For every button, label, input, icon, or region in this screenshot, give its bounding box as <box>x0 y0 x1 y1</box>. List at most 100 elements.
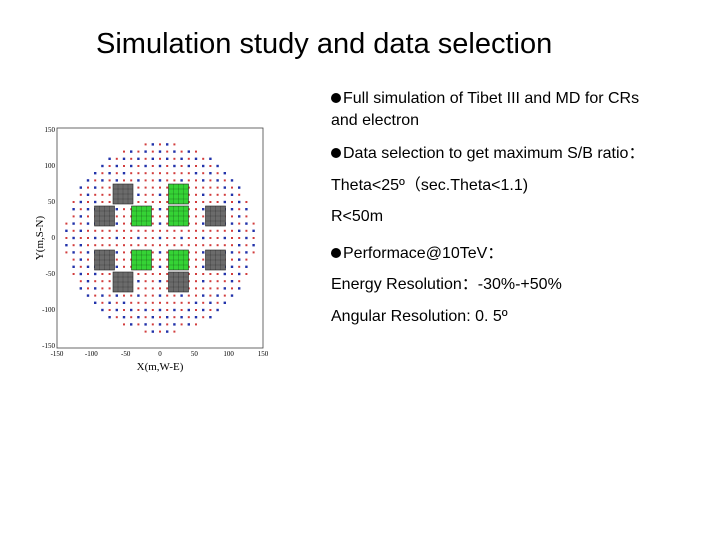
detector-dot <box>130 157 133 160</box>
detector-dot <box>166 193 169 196</box>
bullet-dot-icon <box>331 93 341 103</box>
muon-detector-pool <box>131 249 152 271</box>
detector-dot <box>115 301 118 304</box>
detector-dot <box>180 323 183 326</box>
detector-dot <box>230 265 234 268</box>
detector-dot <box>108 280 111 283</box>
detector-dot <box>79 208 82 211</box>
detector-dot <box>123 215 125 218</box>
detector-dot <box>144 294 147 297</box>
detector-dot <box>151 193 154 196</box>
detector-dot <box>216 201 219 203</box>
detector-dot <box>209 186 212 189</box>
detector-dot <box>94 272 97 276</box>
detector-dot <box>166 301 169 304</box>
detector-dot <box>166 316 169 319</box>
detector-dot <box>87 201 89 203</box>
detector-dot <box>223 172 226 175</box>
detector-dot <box>86 179 90 182</box>
detector-dot <box>202 280 205 283</box>
detector-dot <box>151 237 154 239</box>
detector-dot <box>180 229 183 232</box>
detector-dot <box>87 229 89 232</box>
detector-dot <box>123 294 125 297</box>
detector-dot <box>187 150 190 153</box>
detector-dot <box>101 172 104 175</box>
detector-dot <box>123 251 125 254</box>
detector-dot <box>180 301 183 304</box>
detector-dot <box>195 201 197 203</box>
y-axis-label: Y(m,S-N) <box>36 216 46 261</box>
detector-dot <box>144 186 147 189</box>
detector-dot <box>195 273 197 275</box>
detector-dot <box>144 143 147 146</box>
detector-dot <box>194 157 198 160</box>
detector-dot <box>151 215 154 218</box>
detector-dot <box>72 244 75 247</box>
detector-dot <box>130 251 133 254</box>
bullet-item-simulation: Full simulation of Tibet III and MD for … <box>331 88 716 132</box>
detector-dot <box>87 287 89 290</box>
detector-dot <box>187 273 190 275</box>
detector-dot <box>166 186 169 189</box>
detector-dot <box>202 236 205 240</box>
detector-dot <box>115 316 118 319</box>
detector-dot <box>108 172 111 175</box>
energy-resolution: Energy Resolution：-30%-+50% <box>331 274 716 296</box>
detector-dot <box>223 280 226 283</box>
detector-dot <box>87 215 89 218</box>
detector-dot <box>137 316 140 319</box>
detector-dot <box>94 244 97 247</box>
detector-dot <box>238 265 241 268</box>
detector-dot <box>158 294 162 297</box>
detector-dot <box>195 265 197 268</box>
detector-dot <box>108 273 111 275</box>
detector-dot <box>195 193 197 196</box>
detector-dot <box>238 287 241 290</box>
detector-dot <box>187 237 190 239</box>
x-axis-label: X(m,W-E) <box>137 361 184 373</box>
detector-dot <box>173 229 176 232</box>
detector-dot <box>195 222 197 225</box>
detector-dot <box>166 179 169 182</box>
detector-dot <box>202 208 205 211</box>
muon-detector-pool <box>94 205 115 227</box>
detector-dot <box>144 323 147 326</box>
detector-dot <box>130 301 133 304</box>
detector-dot <box>231 287 233 290</box>
detector-dot <box>115 251 118 254</box>
detector-dot <box>130 323 133 326</box>
detector-dot <box>72 201 75 203</box>
detector-dot <box>187 265 190 268</box>
detector-dot <box>137 287 140 290</box>
detector-dot <box>231 237 233 239</box>
detector-dot <box>195 179 197 182</box>
detector-dot <box>79 193 82 196</box>
detector-dot <box>166 215 169 218</box>
detector-dot <box>238 208 241 211</box>
detector-dot <box>180 157 183 160</box>
detector-dot <box>108 316 111 319</box>
detector-dot <box>202 201 205 203</box>
detector-dot <box>231 273 233 275</box>
detector-dot <box>187 193 190 196</box>
detector-dot <box>65 222 68 225</box>
detector-dot <box>79 258 82 261</box>
detector-dot <box>166 201 169 203</box>
detector-dot <box>187 164 190 168</box>
detector-dot <box>144 150 147 153</box>
detector-dot <box>101 280 104 283</box>
detector-dot <box>130 172 133 175</box>
detector-dot <box>151 229 154 232</box>
detector-dot <box>137 165 140 167</box>
y-tick-label: -50 <box>46 270 56 278</box>
detector-dot <box>180 309 183 311</box>
detector-dot <box>130 316 133 319</box>
detector-dot <box>151 330 154 333</box>
detector-dot <box>195 237 197 239</box>
detector-dot <box>230 193 234 196</box>
detector-dot <box>166 244 169 247</box>
detector-dot <box>252 237 255 239</box>
detector-dot <box>94 172 97 175</box>
detector-dot <box>79 229 82 232</box>
